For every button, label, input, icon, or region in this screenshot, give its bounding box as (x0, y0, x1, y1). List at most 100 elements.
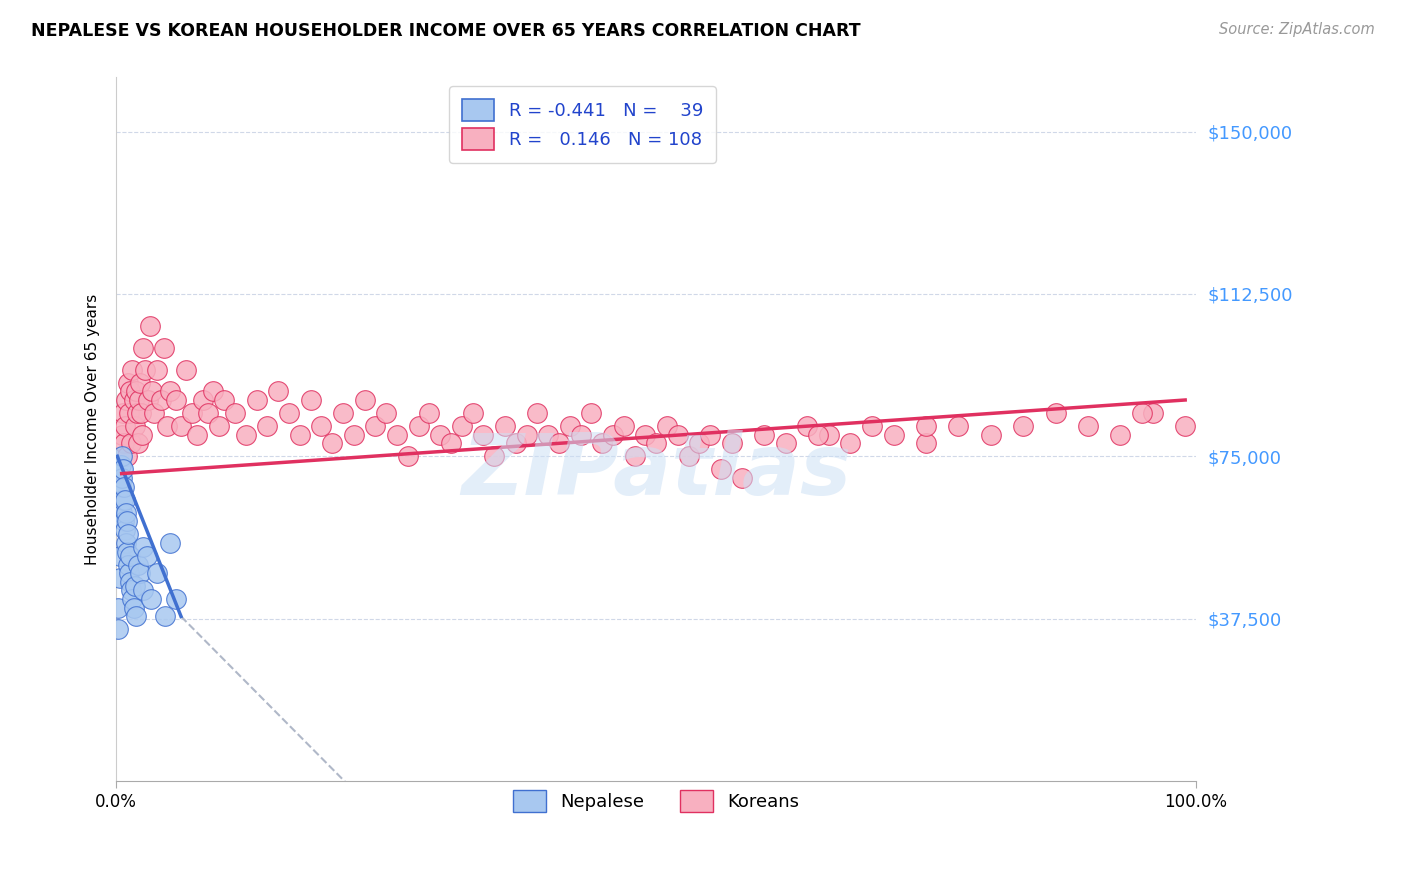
Point (114, 492, 136, 507)
Point (115, 506, 138, 520)
Point (125, 609, 148, 624)
Point (170, 419, 193, 434)
Point (146, 362, 169, 376)
Point (165, 592, 187, 607)
Point (208, 419, 231, 434)
Point (132, 583, 155, 598)
Point (537, 427, 560, 442)
Point (139, 592, 162, 607)
Point (548, 436, 571, 450)
Point (121, 592, 143, 607)
Point (107, 600, 129, 615)
Point (408, 419, 430, 434)
Point (128, 392, 150, 407)
Point (1077, 419, 1099, 434)
Point (111, 462, 134, 476)
Point (197, 406, 219, 420)
Point (278, 406, 301, 420)
Point (752, 427, 775, 442)
Point (111, 471, 134, 485)
Point (132, 341, 155, 355)
Point (141, 384, 163, 399)
Point (720, 436, 742, 450)
Point (115, 514, 138, 528)
Point (118, 566, 141, 581)
Point (645, 436, 668, 450)
Point (159, 384, 181, 399)
Y-axis label: Householder Income Over 65 years: Householder Income Over 65 years (86, 293, 100, 565)
Point (110, 479, 132, 493)
Point (114, 523, 136, 537)
Point (110, 458, 132, 472)
Point (224, 406, 246, 420)
Point (135, 549, 157, 563)
Point (191, 392, 214, 407)
Point (132, 540, 155, 554)
Point (581, 406, 603, 420)
Point (186, 427, 208, 442)
Point (156, 419, 179, 434)
Point (115, 536, 138, 550)
Point (634, 427, 657, 442)
Point (117, 527, 139, 541)
Point (125, 406, 148, 420)
Text: NEPALESE VS KOREAN HOUSEHOLDER INCOME OVER 65 YEARS CORRELATION CHART: NEPALESE VS KOREAN HOUSEHOLDER INCOME OV… (31, 22, 860, 40)
Point (569, 427, 592, 442)
Point (418, 406, 440, 420)
Point (129, 566, 152, 581)
Point (114, 419, 136, 434)
Point (152, 341, 174, 355)
Point (311, 419, 333, 434)
Point (115, 392, 138, 407)
Point (202, 384, 225, 399)
Point (246, 392, 269, 407)
Point (915, 436, 938, 450)
Point (1174, 419, 1197, 434)
Point (118, 406, 141, 420)
Point (332, 406, 354, 420)
Point (112, 479, 135, 493)
Point (915, 419, 938, 434)
Point (883, 427, 905, 442)
Text: Source: ZipAtlas.com: Source: ZipAtlas.com (1219, 22, 1375, 37)
Point (1045, 406, 1067, 420)
Point (121, 362, 143, 376)
Point (450, 419, 472, 434)
Point (124, 419, 146, 434)
Point (159, 536, 181, 550)
Point (1142, 406, 1164, 420)
Point (321, 436, 343, 450)
Point (1130, 406, 1153, 420)
Point (180, 406, 202, 420)
Point (129, 376, 152, 390)
Point (731, 471, 754, 485)
Point (127, 436, 149, 450)
Point (688, 436, 710, 450)
Point (494, 419, 516, 434)
Point (112, 436, 135, 450)
Point (980, 427, 1002, 442)
Point (111, 506, 134, 520)
Point (655, 419, 678, 434)
Point (129, 406, 152, 420)
Point (558, 419, 581, 434)
Point (385, 427, 408, 442)
Point (108, 549, 131, 563)
Point (775, 436, 797, 450)
Point (153, 609, 176, 624)
Point (602, 427, 624, 442)
Point (396, 450, 419, 464)
Point (678, 450, 700, 464)
Point (120, 436, 142, 450)
Point (176, 362, 198, 376)
Point (461, 406, 484, 420)
Point (131, 427, 153, 442)
Point (122, 392, 145, 407)
Point (343, 427, 366, 442)
Point (139, 319, 162, 334)
Point (526, 406, 548, 420)
Point (146, 566, 169, 581)
Point (364, 419, 387, 434)
Point (807, 427, 830, 442)
Point (482, 450, 505, 464)
